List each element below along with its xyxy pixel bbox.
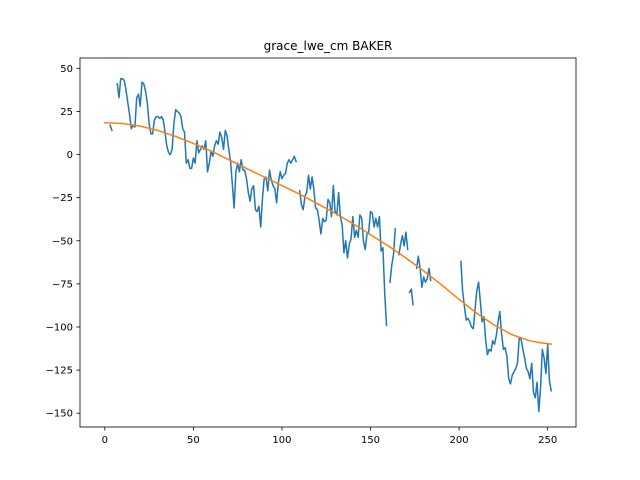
y-tick-label: 25 (60, 107, 73, 118)
y-tick-label: −150 (46, 409, 73, 420)
x-tick-label: 250 (538, 435, 557, 446)
chart-title: grace_lwe_cm BAKER (264, 39, 393, 53)
y-tick-label: 0 (67, 150, 73, 161)
x-tick-label: 0 (102, 435, 108, 446)
y-tick-label: −50 (52, 236, 73, 247)
y-tick-label: −25 (52, 193, 73, 204)
x-tick-label: 100 (272, 435, 291, 446)
axes-layer: 0 50 100 150 200 25050250−25−50−75−100−125−15… (46, 57, 577, 446)
series-line-2 (104, 121, 553, 346)
y-tick-label: −100 (46, 322, 73, 333)
x-tick-label: 200 (450, 435, 469, 446)
y-tick-label: −125 (46, 366, 73, 377)
plot-frame (79, 57, 577, 428)
series-layer (104, 77, 553, 413)
series-line-1 (109, 77, 553, 413)
x-tick-label: 50 (187, 435, 200, 446)
y-tick-label: 50 (60, 64, 73, 75)
x-tick-label: 150 (361, 435, 380, 446)
y-tick-label: −75 (52, 279, 73, 290)
